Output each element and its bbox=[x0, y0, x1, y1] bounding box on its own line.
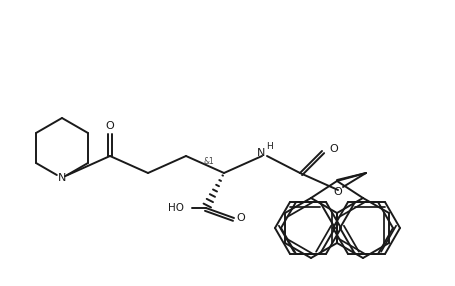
Text: HO: HO bbox=[167, 203, 184, 213]
Text: O: O bbox=[106, 121, 114, 131]
Text: O: O bbox=[333, 187, 342, 197]
Text: O: O bbox=[236, 213, 245, 223]
Text: O: O bbox=[328, 144, 337, 154]
Text: N: N bbox=[256, 148, 265, 158]
Text: N: N bbox=[58, 173, 66, 183]
Text: H: H bbox=[265, 142, 272, 150]
Text: &1: &1 bbox=[203, 156, 213, 166]
